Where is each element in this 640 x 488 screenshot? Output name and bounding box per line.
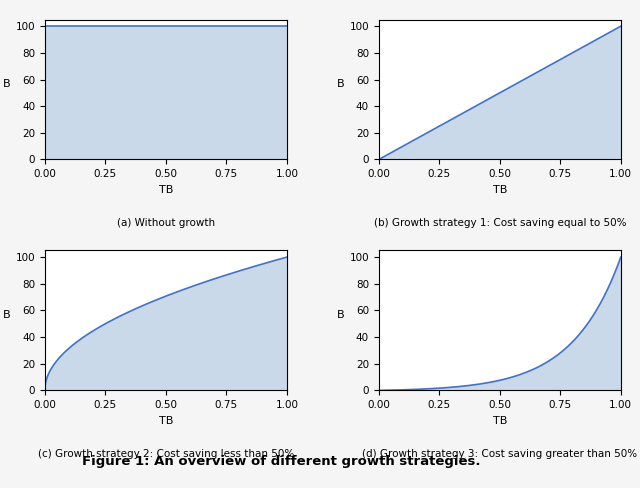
Y-axis label: B: B <box>3 80 11 89</box>
Y-axis label: B: B <box>337 80 345 89</box>
Text: (d) Growth strategy 3: Cost saving greater than 50%: (d) Growth strategy 3: Cost saving great… <box>362 449 637 459</box>
X-axis label: TB: TB <box>159 185 173 195</box>
X-axis label: TB: TB <box>159 416 173 426</box>
Y-axis label: B: B <box>3 310 11 321</box>
Text: Figure 1: An overview of different growth strategies.: Figure 1: An overview of different growt… <box>83 455 481 468</box>
X-axis label: TB: TB <box>493 416 507 426</box>
Text: (c) Growth strategy 2: Cost saving less than 50%: (c) Growth strategy 2: Cost saving less … <box>38 449 294 459</box>
Text: (b) Growth strategy 1: Cost saving equal to 50%: (b) Growth strategy 1: Cost saving equal… <box>374 218 626 228</box>
Text: (a) Without growth: (a) Without growth <box>116 218 215 228</box>
Y-axis label: B: B <box>337 310 345 321</box>
X-axis label: TB: TB <box>493 185 507 195</box>
